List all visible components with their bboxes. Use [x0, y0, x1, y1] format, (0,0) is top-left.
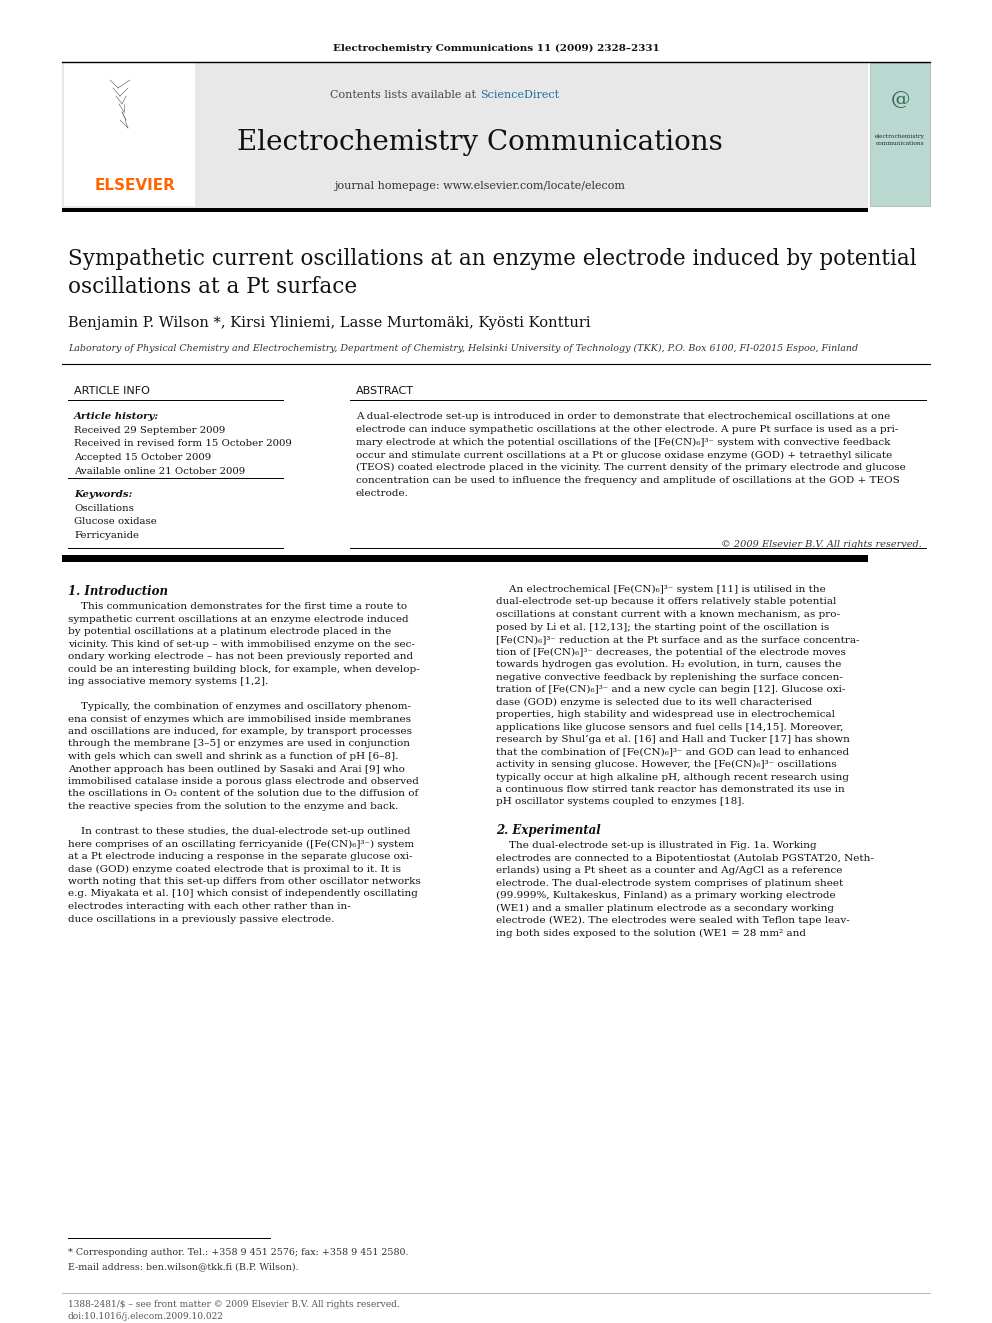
Text: dase (GOD) enzyme is selected due to its well characterised: dase (GOD) enzyme is selected due to its…: [496, 697, 812, 706]
Text: mary electrode at which the potential oscillations of the [Fe(CN)₆]³⁻ system wit: mary electrode at which the potential os…: [356, 438, 891, 447]
Text: with gels which can swell and shrink as a function of pH [6–8].: with gels which can swell and shrink as …: [68, 751, 399, 761]
Text: through the membrane [3–5] or enzymes are used in conjunction: through the membrane [3–5] or enzymes ar…: [68, 740, 410, 749]
Text: duce oscillations in a previously passive electrode.: duce oscillations in a previously passiv…: [68, 914, 334, 923]
Text: that the combination of [Fe(CN)₆]³⁻ and GOD can lead to enhanced: that the combination of [Fe(CN)₆]³⁻ and …: [496, 747, 849, 757]
Text: Ferricyanide: Ferricyanide: [74, 531, 139, 540]
Text: typically occur at high alkaline pH, although recent research using: typically occur at high alkaline pH, alt…: [496, 773, 849, 782]
Text: ing associative memory systems [1,2].: ing associative memory systems [1,2].: [68, 677, 268, 687]
Text: research by Shul’ga et al. [16] and Hall and Tucker [17] has shown: research by Shul’ga et al. [16] and Hall…: [496, 736, 850, 744]
Text: Contents lists available at: Contents lists available at: [330, 90, 480, 101]
Text: electrochemistry
communications: electrochemistry communications: [875, 134, 925, 146]
Text: Oscillations: Oscillations: [74, 504, 134, 513]
Text: 2. Experimental: 2. Experimental: [496, 824, 601, 837]
Text: electrode. The dual-electrode system comprises of platinum sheet: electrode. The dual-electrode system com…: [496, 878, 843, 888]
Text: Article history:: Article history:: [74, 411, 159, 421]
Text: worth noting that this set-up differs from other oscillator networks: worth noting that this set-up differs fr…: [68, 877, 421, 886]
Text: A dual-electrode set-up is introduced in order to demonstrate that electrochemic: A dual-electrode set-up is introduced in…: [356, 411, 890, 421]
Text: @: @: [890, 91, 910, 108]
Text: properties, high stability and widespread use in electrochemical: properties, high stability and widesprea…: [496, 710, 835, 718]
Text: could be an interesting building block, for example, when develop-: could be an interesting building block, …: [68, 664, 420, 673]
Text: Glucose oxidase: Glucose oxidase: [74, 517, 157, 527]
Text: tration of [Fe(CN)₆]³⁻ and a new cycle can begin [12]. Glucose oxi-: tration of [Fe(CN)₆]³⁻ and a new cycle c…: [496, 685, 845, 695]
Text: dase (GOD) enzyme coated electrode that is proximal to it. It is: dase (GOD) enzyme coated electrode that …: [68, 864, 401, 873]
Text: by potential oscillations at a platinum electrode placed in the: by potential oscillations at a platinum …: [68, 627, 391, 636]
Text: electrode.: electrode.: [356, 488, 409, 497]
Text: activity in sensing glucose. However, the [Fe(CN)₆]³⁻ oscillations: activity in sensing glucose. However, th…: [496, 759, 836, 769]
Bar: [870, 64, 930, 206]
Text: (99.999%, Kultakeskus, Finland) as a primary working electrode: (99.999%, Kultakeskus, Finland) as a pri…: [496, 890, 835, 900]
Text: An electrochemical [Fe(CN)₆]³⁻ system [11] is utilised in the: An electrochemical [Fe(CN)₆]³⁻ system [1…: [496, 585, 825, 594]
Text: Received 29 September 2009: Received 29 September 2009: [74, 426, 225, 435]
Text: Typically, the combination of enzymes and oscillatory phenom-: Typically, the combination of enzymes an…: [68, 703, 411, 710]
Text: concentration can be used to influence the frequency and amplitude of oscillatio: concentration can be used to influence t…: [356, 476, 900, 486]
Text: ScienceDirect: ScienceDirect: [480, 90, 559, 101]
Text: occur and stimulate current oscillations at a Pt or glucose oxidase enzyme (GOD): occur and stimulate current oscillations…: [356, 450, 892, 459]
Text: ABSTRACT: ABSTRACT: [356, 386, 414, 396]
Text: negative convective feedback by replenishing the surface concen-: negative convective feedback by replenis…: [496, 672, 843, 681]
Bar: [62, 556, 868, 557]
Text: dual-electrode set-up because it offers relatively stable potential: dual-electrode set-up because it offers …: [496, 598, 836, 606]
Text: [Fe(CN)₆]³⁻ reduction at the Pt surface and as the surface concentra-: [Fe(CN)₆]³⁻ reduction at the Pt surface …: [496, 635, 859, 644]
Text: ing both sides exposed to the solution (WE1 = 28 mm² and: ing both sides exposed to the solution (…: [496, 929, 806, 938]
Text: electrodes are connected to a Bipotentiostat (Autolab PGSTAT20, Neth-: electrodes are connected to a Bipotentio…: [496, 853, 874, 863]
Text: electrode can induce sympathetic oscillations at the other electrode. A pure Pt : electrode can induce sympathetic oscilla…: [356, 425, 899, 434]
Bar: [62, 557, 868, 562]
Text: vicinity. This kind of set-up – with immobilised enzyme on the sec-: vicinity. This kind of set-up – with imm…: [68, 639, 415, 648]
Text: oscillations at constant current with a known mechanism, as pro-: oscillations at constant current with a …: [496, 610, 840, 619]
Text: here comprises of an oscillating ferricyanide ([Fe(CN)₆]³⁻) system: here comprises of an oscillating ferricy…: [68, 840, 414, 848]
Text: ARTICLE INFO: ARTICLE INFO: [74, 386, 150, 396]
Text: ELSEVIER: ELSEVIER: [95, 177, 176, 193]
Text: at a Pt electrode inducing a response in the separate glucose oxi-: at a Pt electrode inducing a response in…: [68, 852, 413, 861]
Text: electrodes interacting with each other rather than in-: electrodes interacting with each other r…: [68, 902, 351, 912]
Text: pH oscillator systems coupled to enzymes [18].: pH oscillator systems coupled to enzymes…: [496, 798, 745, 807]
Text: Available online 21 October 2009: Available online 21 October 2009: [74, 467, 245, 475]
Bar: [64, 64, 195, 206]
Text: E-mail address: ben.wilson@tkk.fi (B.P. Wilson).: E-mail address: ben.wilson@tkk.fi (B.P. …: [68, 1262, 299, 1271]
Text: 1388-2481/$ – see front matter © 2009 Elsevier B.V. All rights reserved.: 1388-2481/$ – see front matter © 2009 El…: [68, 1301, 400, 1308]
Text: This communication demonstrates for the first time a route to: This communication demonstrates for the …: [68, 602, 407, 611]
Text: e.g. Miyakata et al. [10] which consist of independently oscillating: e.g. Miyakata et al. [10] which consist …: [68, 889, 418, 898]
Text: journal homepage: www.elsevier.com/locate/elecom: journal homepage: www.elsevier.com/locat…: [334, 181, 626, 191]
Text: Laboratory of Physical Chemistry and Electrochemistry, Department of Chemistry, : Laboratory of Physical Chemistry and Ele…: [68, 344, 858, 353]
Text: * Corresponding author. Tel.: +358 9 451 2576; fax: +358 9 451 2580.: * Corresponding author. Tel.: +358 9 451…: [68, 1248, 409, 1257]
Text: the reactive species from the solution to the enzyme and back.: the reactive species from the solution t…: [68, 802, 398, 811]
Text: 1. Introduction: 1. Introduction: [68, 585, 168, 598]
Bar: [62, 208, 868, 212]
Text: applications like glucose sensors and fuel cells [14,15]. Moreover,: applications like glucose sensors and fu…: [496, 722, 843, 732]
Text: (WE1) and a smaller platinum electrode as a secondary working: (WE1) and a smaller platinum electrode a…: [496, 904, 834, 913]
Text: tion of [Fe(CN)₆]³⁻ decreases, the potential of the electrode moves: tion of [Fe(CN)₆]³⁻ decreases, the poten…: [496, 647, 846, 656]
Text: and oscillations are induced, for example, by transport processes: and oscillations are induced, for exampl…: [68, 728, 412, 736]
Text: Accepted 15 October 2009: Accepted 15 October 2009: [74, 452, 211, 462]
Text: The dual-electrode set-up is illustrated in Fig. 1a. Working: The dual-electrode set-up is illustrated…: [496, 841, 816, 849]
Text: Sympathetic current oscillations at an enzyme electrode induced by potential
osc: Sympathetic current oscillations at an e…: [68, 247, 917, 298]
Bar: [62, 62, 868, 208]
Text: Another approach has been outlined by Sasaki and Arai [9] who: Another approach has been outlined by Sa…: [68, 765, 405, 774]
Text: Received in revised form 15 October 2009: Received in revised form 15 October 2009: [74, 439, 292, 448]
Text: immobilised catalase inside a porous glass electrode and observed: immobilised catalase inside a porous gla…: [68, 777, 419, 786]
Text: ena consist of enzymes which are immobilised inside membranes: ena consist of enzymes which are immobil…: [68, 714, 411, 724]
Text: towards hydrogen gas evolution. H₂ evolution, in turn, causes the: towards hydrogen gas evolution. H₂ evolu…: [496, 660, 841, 669]
Text: © 2009 Elsevier B.V. All rights reserved.: © 2009 Elsevier B.V. All rights reserved…: [721, 540, 922, 549]
Text: posed by Li et al. [12,13]; the starting point of the oscillation is: posed by Li et al. [12,13]; the starting…: [496, 623, 829, 631]
Text: sympathetic current oscillations at an enzyme electrode induced: sympathetic current oscillations at an e…: [68, 614, 409, 623]
Text: (TEOS) coated electrode placed in the vicinity. The current density of the prima: (TEOS) coated electrode placed in the vi…: [356, 463, 906, 472]
Text: Benjamin P. Wilson *, Kirsi Yliniemi, Lasse Murtomäki, Kyösti Kontturi: Benjamin P. Wilson *, Kirsi Yliniemi, La…: [68, 316, 590, 329]
Text: electrode (WE2). The electrodes were sealed with Teflon tape leav-: electrode (WE2). The electrodes were sea…: [496, 916, 850, 925]
Text: Electrochemistry Communications 11 (2009) 2328–2331: Electrochemistry Communications 11 (2009…: [332, 44, 660, 53]
Text: a continuous flow stirred tank reactor has demonstrated its use in: a continuous flow stirred tank reactor h…: [496, 785, 845, 794]
Text: Electrochemistry Communications: Electrochemistry Communications: [237, 130, 723, 156]
Text: In contrast to these studies, the dual-electrode set-up outlined: In contrast to these studies, the dual-e…: [68, 827, 411, 836]
Text: erlands) using a Pt sheet as a counter and Ag/AgCl as a reference: erlands) using a Pt sheet as a counter a…: [496, 867, 842, 875]
Text: the oscillations in O₂ content of the solution due to the diffusion of: the oscillations in O₂ content of the so…: [68, 790, 419, 799]
Text: Keywords:: Keywords:: [74, 490, 132, 499]
Text: doi:10.1016/j.elecom.2009.10.022: doi:10.1016/j.elecom.2009.10.022: [68, 1312, 224, 1320]
Text: ondary working electrode – has not been previously reported and: ondary working electrode – has not been …: [68, 652, 413, 662]
